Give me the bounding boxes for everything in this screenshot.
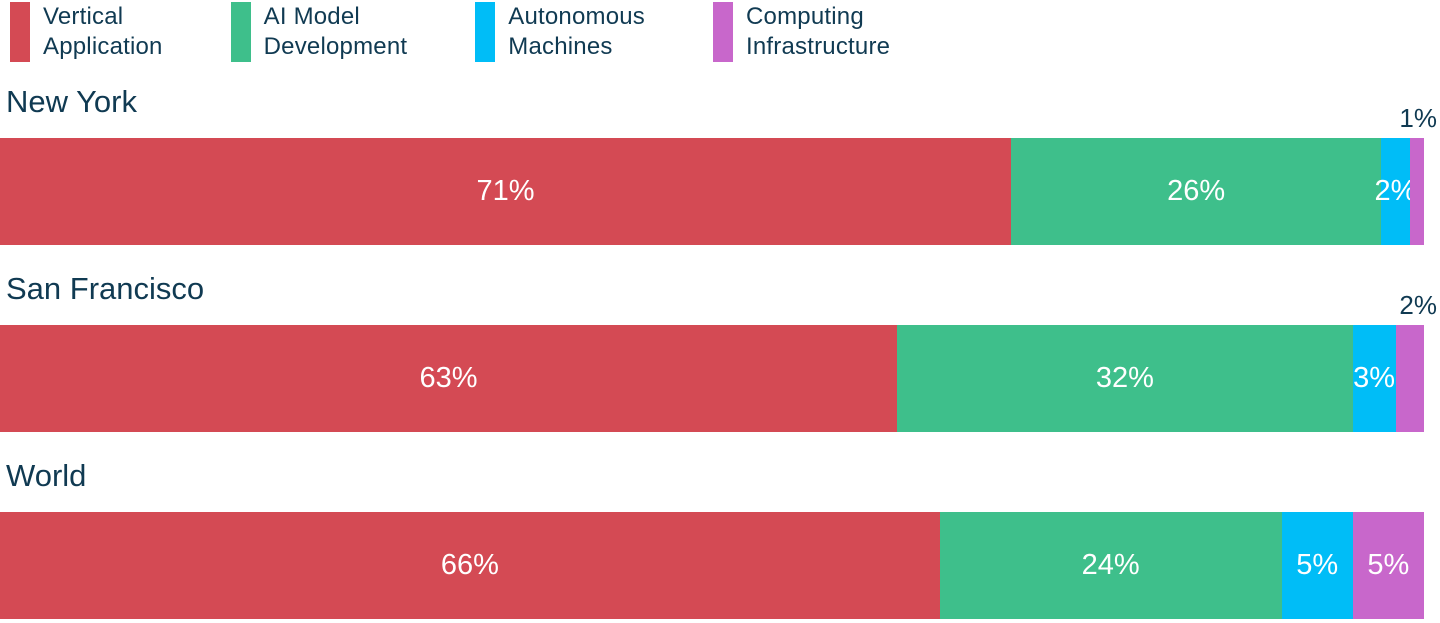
segment-value-label: 5% bbox=[1296, 549, 1339, 581]
legend-label-line2: Machines bbox=[508, 33, 613, 60]
legend-item: AI Model Development bbox=[230, 2, 408, 62]
segment-value-label: 2% bbox=[1374, 175, 1417, 207]
legend-label-line1: Computing bbox=[746, 3, 864, 30]
legend-item: Vertical Application bbox=[10, 2, 163, 62]
legend-label: Vertical Application bbox=[43, 2, 163, 62]
segment-value-label-outside: 1% bbox=[1399, 103, 1437, 133]
chart-row: World 66% 24% 5% 5% bbox=[0, 458, 1440, 619]
chart-row: San Francisco 63% 32% 3% 2% bbox=[0, 271, 1440, 432]
chart-row: New York 71% 26% 2% 1% bbox=[0, 84, 1440, 245]
legend-label-line1: Vertical bbox=[43, 3, 124, 30]
legend-swatch bbox=[230, 2, 251, 62]
legend-item: Computing Infrastructure bbox=[713, 2, 890, 62]
legend-label: Autonomous Machines bbox=[508, 2, 645, 62]
bar-segment-ai-model-development: 26% bbox=[1011, 138, 1382, 245]
legend-label-line2: Development bbox=[263, 33, 408, 60]
bar: 71% 26% 2% bbox=[0, 138, 1424, 245]
bar-segment-autonomous-machines: 2% bbox=[1375, 138, 1416, 245]
legend-label: AI Model Development bbox=[264, 2, 408, 62]
legend-swatch bbox=[713, 2, 734, 62]
bar-segment-vertical-application: 63% bbox=[0, 325, 898, 432]
bar-segment-autonomous-machines: 3% bbox=[1352, 325, 1396, 432]
segment-value-label: 26% bbox=[1167, 175, 1226, 207]
legend-swatch bbox=[10, 2, 30, 62]
bar: 66% 24% 5% 5% bbox=[0, 512, 1424, 619]
segment-value-label: 3% bbox=[1353, 362, 1396, 394]
segment-value-label: 5% bbox=[1367, 549, 1410, 581]
segment-value-label: 66% bbox=[440, 549, 499, 581]
legend-label-line2: Application bbox=[43, 33, 163, 60]
bar-segment-computing-infrastructure bbox=[1395, 325, 1424, 432]
row-title: San Francisco bbox=[6, 271, 205, 306]
segment-value-label: 24% bbox=[1081, 549, 1140, 581]
legend-item: Autonomous Machines bbox=[475, 2, 645, 62]
legend-label-line1: AI Model bbox=[263, 3, 360, 30]
row-title: New York bbox=[6, 84, 137, 119]
bar-segment-computing-infrastructure: 5% bbox=[1352, 512, 1424, 619]
row-title: World bbox=[6, 458, 87, 493]
bar-segment-ai-model-development: 32% bbox=[897, 325, 1353, 432]
bar-segment-vertical-application: 66% bbox=[0, 512, 940, 619]
legend: Vertical Application AI Model Developmen… bbox=[0, 0, 1440, 62]
legend-label-line2: Infrastructure bbox=[746, 33, 891, 60]
bar: 63% 32% 3% bbox=[0, 325, 1424, 432]
chart-rows: New York 71% 26% 2% 1% San Francisco 63% 32… bbox=[0, 84, 1440, 619]
bar-segment-computing-infrastructure bbox=[1409, 138, 1424, 245]
segment-value-label: 32% bbox=[1095, 362, 1154, 394]
bar-segment-vertical-application: 71% bbox=[0, 138, 1012, 245]
segment-value-label-outside: 2% bbox=[1399, 290, 1437, 320]
segment-value-label: 63% bbox=[419, 362, 478, 394]
bar-segment-autonomous-machines: 5% bbox=[1281, 512, 1353, 619]
segment-value-label: 71% bbox=[476, 175, 535, 207]
legend-label: Computing Infrastructure bbox=[746, 2, 890, 62]
bar-segment-ai-model-development: 24% bbox=[939, 512, 1282, 619]
legend-label-line1: Autonomous bbox=[508, 3, 646, 30]
legend-swatch bbox=[475, 2, 496, 62]
